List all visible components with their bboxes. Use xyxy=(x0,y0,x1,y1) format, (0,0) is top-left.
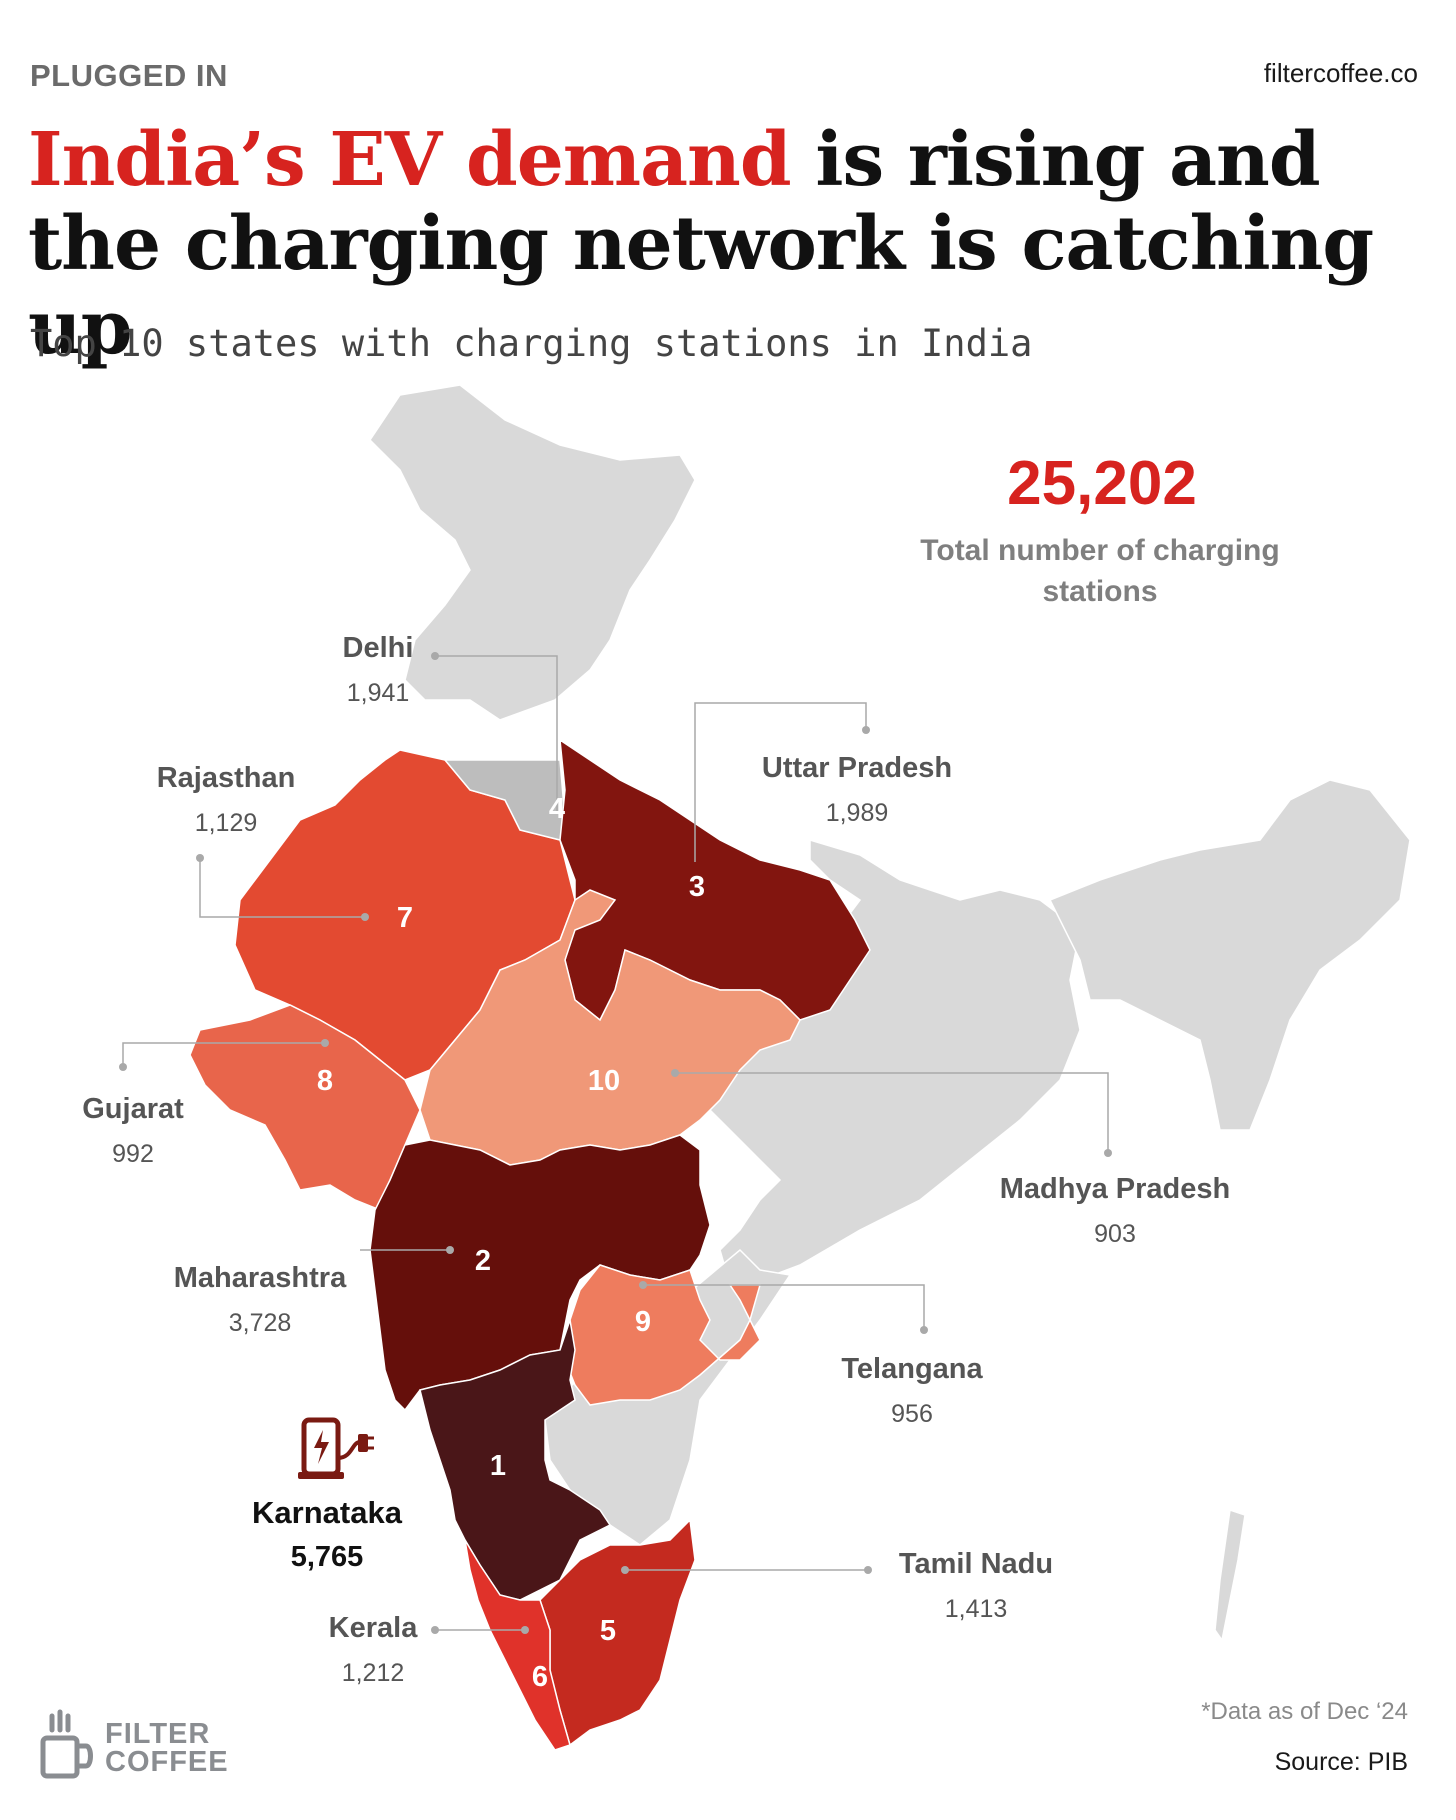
leader-madhya-pradesh xyxy=(675,1072,1109,1153)
dot-tamil-nadu-state xyxy=(621,1566,629,1574)
rank-telangana: 9 xyxy=(635,1306,651,1338)
north-region xyxy=(369,384,696,721)
state-name: Delhi xyxy=(342,632,414,664)
source: Source: PIB xyxy=(1274,1748,1408,1776)
logo-line-2: COFFEE xyxy=(105,1746,229,1778)
dot-rajasthan-state xyxy=(361,913,369,921)
leader-lines xyxy=(122,655,1109,1631)
rank-gujarat: 8 xyxy=(317,1065,333,1097)
dot-maharashtra-state xyxy=(446,1246,454,1254)
dot-madhya-pradesh-state xyxy=(671,1069,679,1077)
leader-delhi xyxy=(435,655,558,812)
dot-rajasthan-label xyxy=(196,854,204,862)
state-name: Gujarat xyxy=(82,1093,184,1125)
leader-telangana xyxy=(643,1284,925,1330)
data-note: *Data as of Dec ‘24 xyxy=(1201,1698,1408,1725)
ev-charger-icon xyxy=(298,1417,374,1479)
state-value: 1,413 xyxy=(944,1595,1008,1623)
other-states xyxy=(369,384,1411,1642)
state-value: 1,212 xyxy=(341,1659,405,1687)
label-rajasthan: Rajasthan 1,129 xyxy=(157,762,296,838)
state-name: Kerala xyxy=(328,1612,418,1644)
total-value: 25,202 xyxy=(1007,449,1197,518)
title-rest: is rising and the charging network is ca… xyxy=(28,117,1374,371)
rank-madhya-pradesh: 10 xyxy=(588,1065,620,1097)
state-name: Telangana xyxy=(841,1353,983,1385)
dot-telangana-label xyxy=(920,1326,928,1334)
rank-maharashtra: 2 xyxy=(475,1245,491,1277)
label-delhi: Delhi 1,941 xyxy=(343,632,414,708)
state-kerala xyxy=(464,1539,571,1751)
state-value: 956 xyxy=(891,1400,933,1428)
leader-dots xyxy=(119,652,1112,1634)
label-tamil-nadu: Tamil Nadu 1,413 xyxy=(899,1548,1053,1624)
dot-telangana-state xyxy=(639,1281,647,1289)
state-value: 1,129 xyxy=(194,809,258,837)
dot-kerala-label xyxy=(431,1626,439,1634)
brand-logo: FILTER COFFEE xyxy=(105,1718,229,1778)
state-value: 3,728 xyxy=(228,1309,292,1337)
label-uttar-pradesh: Uttar Pradesh 1,989 xyxy=(762,752,952,828)
state-name: Rajasthan xyxy=(156,762,296,794)
label-karnataka: Karnataka 5,765 xyxy=(252,1495,402,1574)
page-title: India’s EV demand is rising and the char… xyxy=(28,118,1408,370)
coffee-cup-icon xyxy=(40,1709,93,1779)
label-madhya-pradesh: Madhya Pradesh 903 xyxy=(1000,1173,1230,1249)
islands xyxy=(1214,1509,1246,1642)
leader-gujarat xyxy=(122,1042,325,1067)
rank-rajasthan: 7 xyxy=(397,902,413,934)
dot-gujarat-state xyxy=(321,1039,329,1047)
northeast-region xyxy=(1048,779,1411,1131)
title-highlight: India’s EV demand xyxy=(28,117,792,203)
site-url: filtercoffee.co xyxy=(1263,58,1418,88)
label-kerala: Kerala 1,212 xyxy=(329,1612,418,1688)
state-name: Maharashtra xyxy=(173,1262,347,1294)
rank-tamil-nadu: 5 xyxy=(600,1615,616,1647)
state-name: Tamil Nadu xyxy=(898,1548,1054,1580)
leader-rajasthan xyxy=(199,858,365,918)
rank-karnataka: 1 xyxy=(490,1450,506,1482)
state-value: 1,989 xyxy=(825,799,889,827)
logo-line-1: FILTER xyxy=(105,1718,211,1750)
kicker: PLUGGED IN xyxy=(30,58,228,93)
rank-kerala: 6 xyxy=(532,1661,548,1693)
state-value: 992 xyxy=(112,1140,154,1168)
state-value: 5,765 xyxy=(290,1541,364,1573)
label-maharashtra: Maharashtra 3,728 xyxy=(174,1262,346,1338)
subtitle: Top 10 states with charging stations in … xyxy=(30,322,1033,365)
state-name: Uttar Pradesh xyxy=(761,752,953,784)
dot-tamil-nadu-label xyxy=(864,1566,872,1574)
state-name: Madhya Pradesh xyxy=(999,1173,1231,1205)
state-karnataka xyxy=(419,1319,612,1601)
rank-numbers: 1 2 3 4 5 6 7 8 9 10 xyxy=(317,793,705,1693)
dot-gujarat-label xyxy=(119,1063,127,1071)
dot-kerala-state xyxy=(521,1626,529,1634)
dot-delhi-label xyxy=(431,652,439,660)
state-name: Karnataka xyxy=(252,1495,402,1530)
leader-uttar-pradesh xyxy=(694,702,867,862)
rank-delhi: 4 xyxy=(549,793,565,825)
state-value: 903 xyxy=(1094,1220,1136,1248)
dot-madhya-pradesh-label xyxy=(1104,1149,1112,1157)
state-value: 1,941 xyxy=(346,679,410,707)
total-label: Total number of charging stations xyxy=(920,534,1280,608)
ranked-states xyxy=(189,738,871,1751)
rank-uttar-pradesh: 3 xyxy=(689,871,705,903)
label-telangana: Telangana 956 xyxy=(841,1353,982,1429)
dot-uttar-pradesh-label xyxy=(862,726,870,734)
label-gujarat: Gujarat 992 xyxy=(82,1093,184,1169)
